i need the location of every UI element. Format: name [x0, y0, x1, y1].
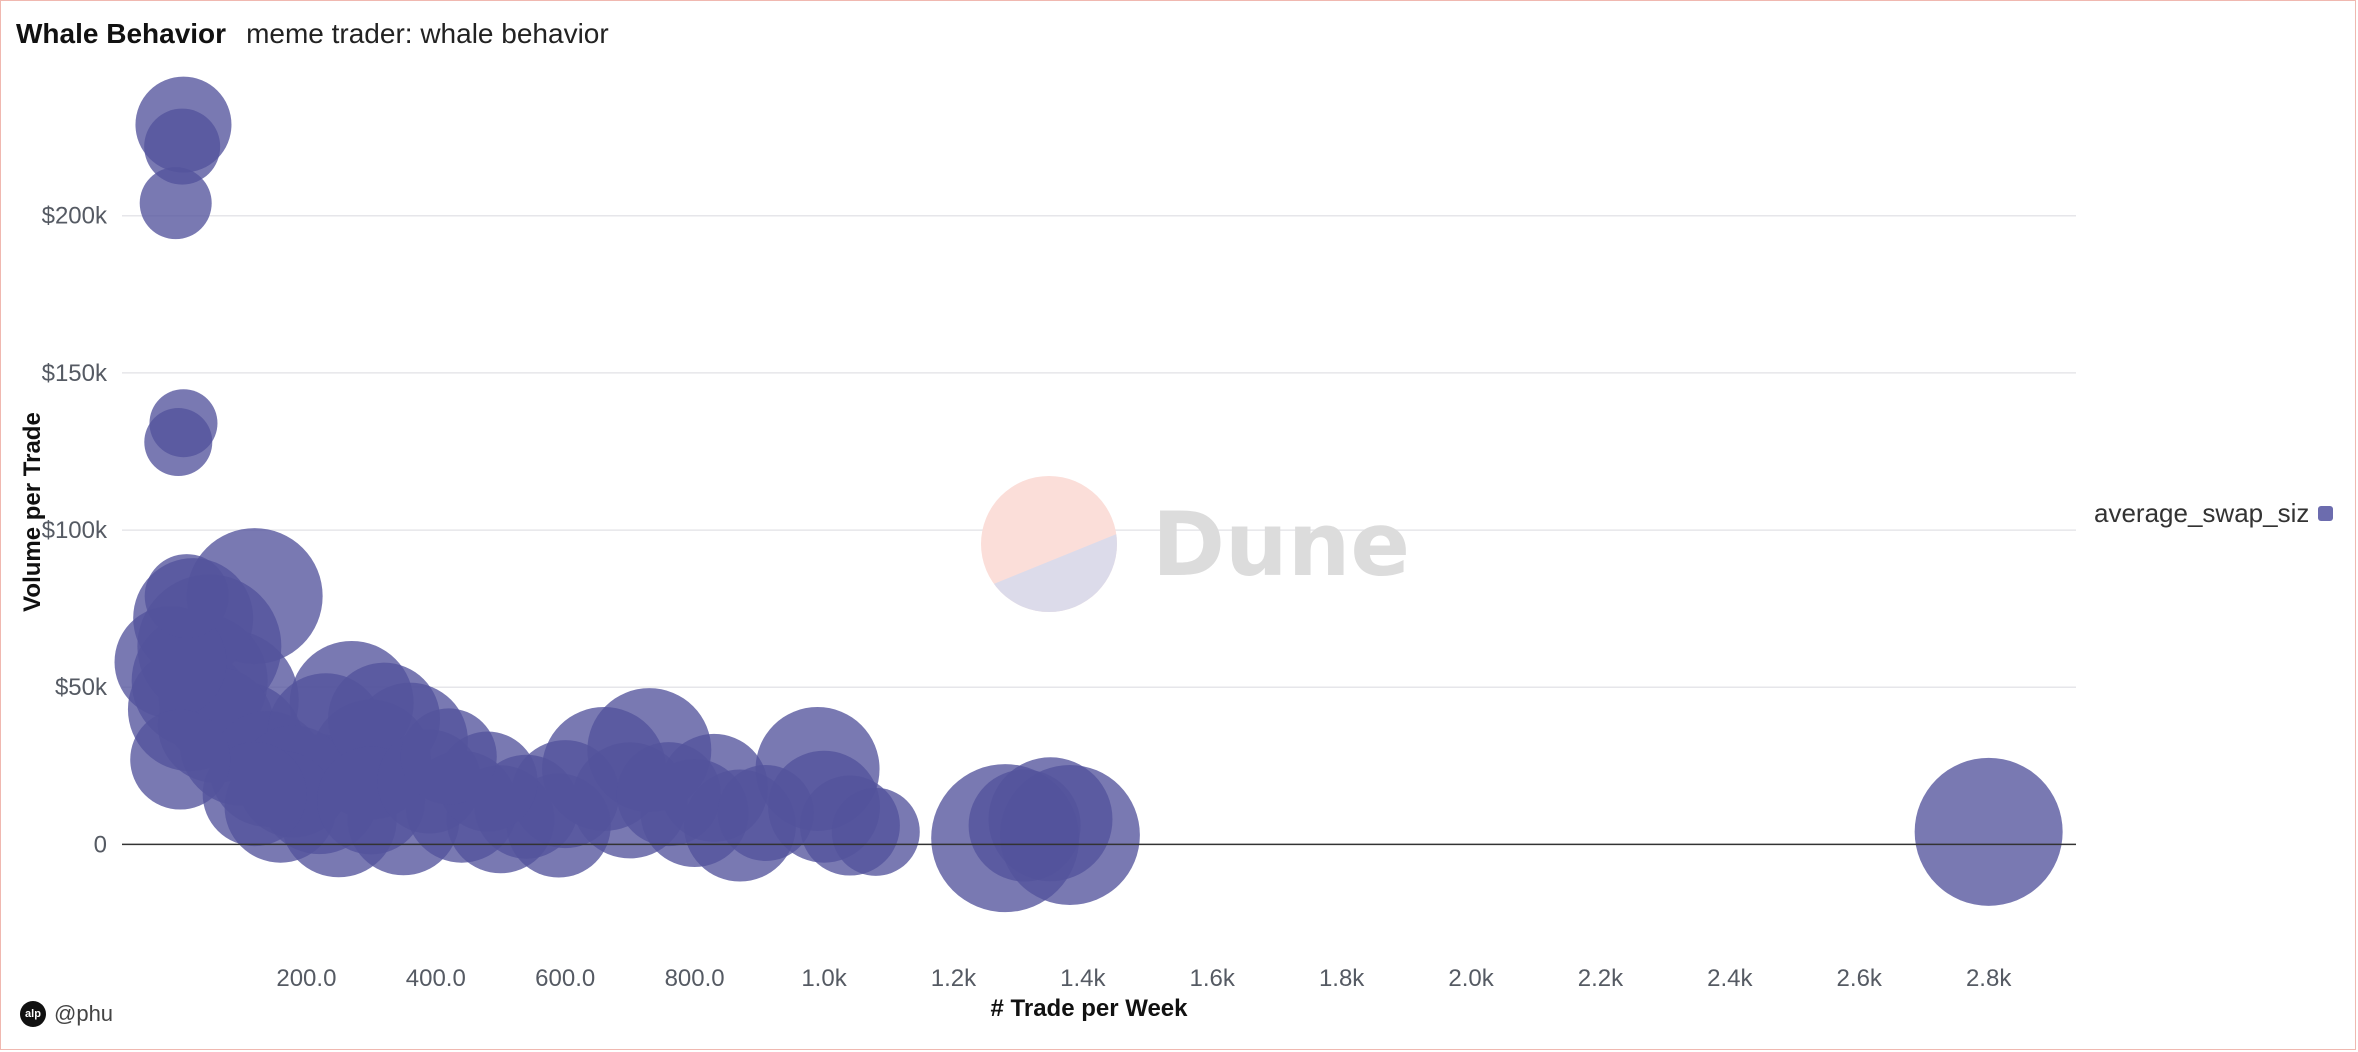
x-tick-label: 1.2k [931, 965, 977, 992]
x-tick-label: 1.6k [1190, 965, 1236, 992]
x-tick-label: 2.4k [1707, 965, 1753, 992]
chart-subtitle: meme trader: whale behavior [246, 18, 609, 49]
y-axis-title: Volume per Trade [19, 412, 46, 612]
x-tick-label: 2.2k [1578, 965, 1624, 992]
bubble-point[interactable] [139, 167, 212, 240]
x-axis-title: # Trade per Week [991, 995, 1189, 1022]
y-tick-label: $200k [42, 203, 108, 230]
author-badge[interactable]: alp @phu [20, 1001, 113, 1027]
bubble-point[interactable] [400, 708, 497, 805]
x-tick-label: 400.0 [406, 965, 466, 992]
dune-watermark: Dune [981, 476, 1410, 612]
x-tick-label: 200.0 [276, 965, 336, 992]
legend-swatch [2318, 506, 2333, 521]
chart-title: Whale Behavior [16, 18, 227, 49]
bubble-point[interactable] [831, 787, 920, 876]
bubble-series [114, 76, 2063, 913]
x-tick-label: 1.0k [801, 965, 847, 992]
y-tick-label: $50k [55, 674, 108, 701]
x-tick-label: 1.4k [1060, 965, 1106, 992]
dune-logo-icon [981, 476, 1117, 612]
bubble-point[interactable] [144, 554, 229, 639]
bubble-point[interactable] [144, 408, 213, 477]
y-tick-label: $150k [42, 360, 108, 387]
bubble-point[interactable] [130, 709, 231, 810]
avatar: alp [20, 1001, 46, 1027]
grid-lines [122, 214, 2076, 688]
author-handle: @phu [54, 1001, 114, 1026]
x-tick-label: 1.8k [1319, 965, 1365, 992]
x-tick-label: 2.6k [1837, 965, 1883, 992]
x-tick-label: 2.8k [1966, 965, 2012, 992]
bubble-point[interactable] [616, 742, 721, 847]
legend-label: average_swap_size [2094, 498, 2308, 528]
axes: 0 $50k $100k $150k $200k 200.0 400.0 600.0 800.0… [19, 203, 2076, 1022]
x-tick-label: 2.0k [1448, 965, 1494, 992]
y-tick-label: $100k [42, 517, 108, 544]
bubble-point[interactable] [968, 769, 1081, 882]
legend[interactable]: average_swap_size [2094, 498, 2333, 529]
x-tick-label: 600.0 [535, 965, 595, 992]
bubble-point[interactable] [717, 764, 814, 861]
x-tick-label: 800.0 [665, 965, 725, 992]
bubble-point[interactable] [144, 108, 221, 185]
y-tick-label: 0 [94, 831, 107, 858]
watermark-text: Dune [1152, 493, 1410, 596]
bubble-point[interactable] [1914, 757, 2063, 906]
chart-header: Whale Behavior meme trader: whale behavi… [16, 18, 609, 50]
